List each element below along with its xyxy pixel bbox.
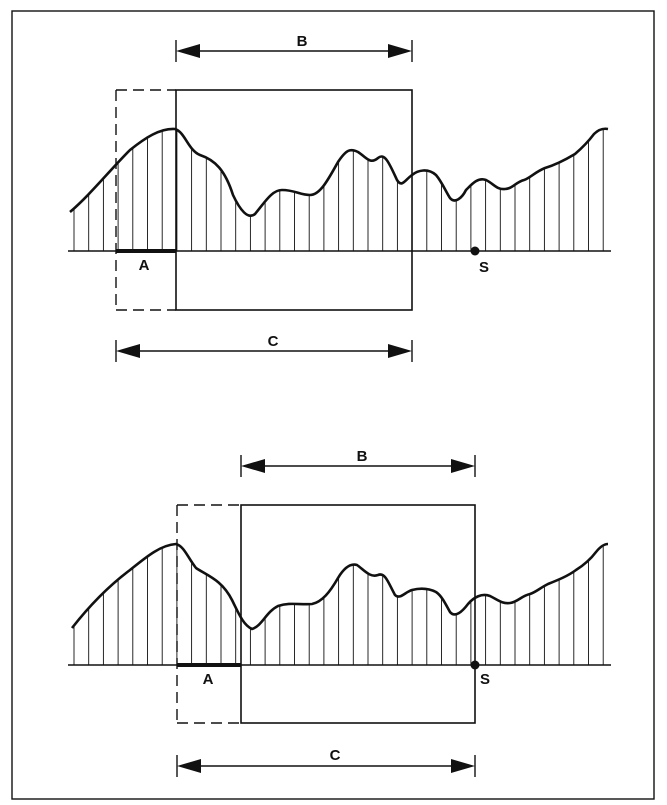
panel-top: B C A S (68, 33, 611, 362)
label-b-bottom: B (357, 448, 368, 465)
label-a-top: A (139, 257, 150, 274)
label-s-bottom: S (480, 671, 490, 688)
panel-bottom: B C A S (68, 448, 611, 777)
label-a-bottom: A (203, 671, 214, 688)
arrow-b-bottom (240, 455, 476, 477)
hatch-lines-bottom (73, 544, 604, 665)
figure-frame (11, 10, 655, 800)
arrow-b-top (175, 40, 413, 62)
point-s-bottom (470, 660, 480, 670)
signal-curve-bottom (70, 542, 609, 631)
label-b-top: B (297, 33, 308, 50)
label-c-top: C (268, 333, 279, 350)
window-b-box-top (175, 89, 413, 311)
label-s-top: S (479, 259, 489, 276)
arrow-c-bottom (176, 755, 476, 777)
signal-curve-top (69, 127, 609, 217)
arrow-c-top (115, 340, 413, 362)
window-a-dashed-top (115, 89, 176, 311)
hatch-lines-top (73, 128, 604, 251)
window-a-dashed-bottom (176, 504, 241, 724)
point-s-top (470, 246, 480, 256)
label-c-bottom: C (330, 747, 341, 764)
window-b-box-bottom (240, 504, 476, 724)
